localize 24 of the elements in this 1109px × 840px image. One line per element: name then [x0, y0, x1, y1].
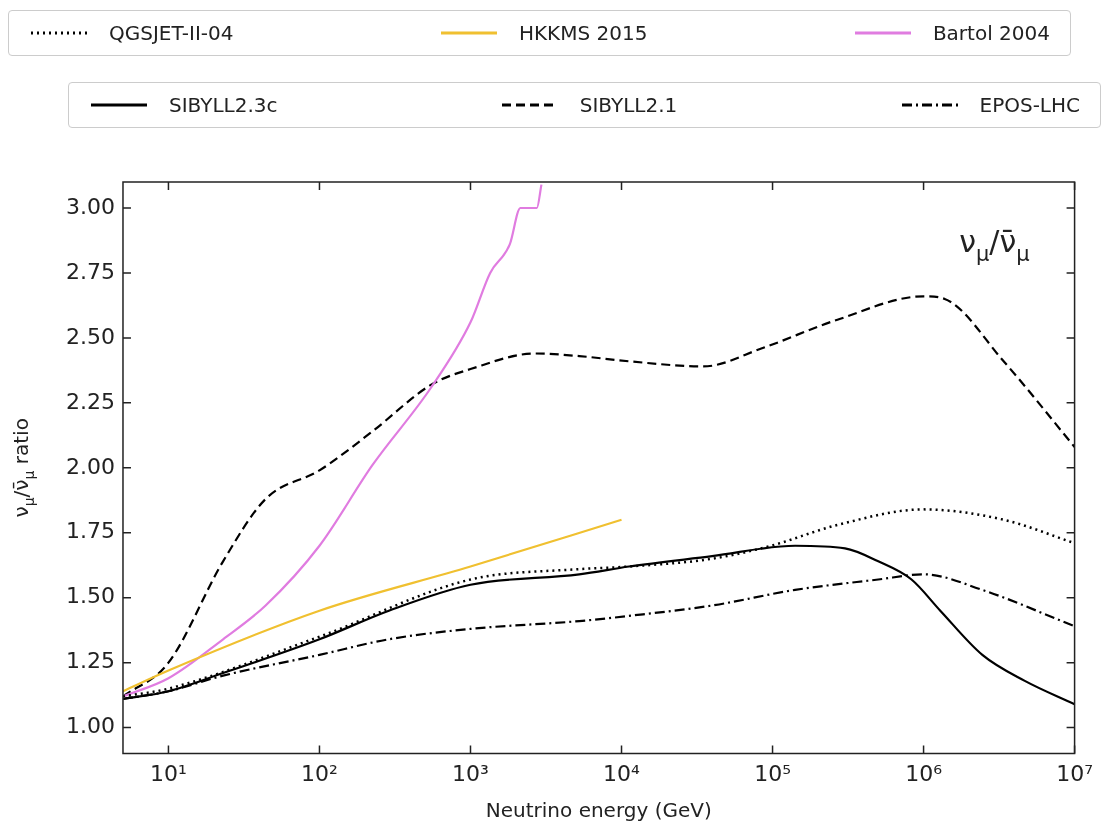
x-tick-label: 10⁷: [1056, 760, 1094, 786]
x-tick-label: 10¹: [150, 760, 187, 786]
y-tick-label: 2.00: [66, 453, 115, 479]
x-tick-label: 10⁴: [603, 760, 641, 786]
y-tick-label: 1.00: [66, 713, 115, 739]
legend-label: EPOS-LHC: [978, 93, 1080, 117]
legend-label: HKKMS 2015: [517, 21, 648, 45]
x-axis-title: Neutrino energy (GeV): [485, 798, 712, 823]
x-tick-label: 10⁶: [905, 760, 943, 786]
legend-label: QGSJET-II-04: [108, 21, 234, 45]
y-tick-label: 2.50: [66, 323, 115, 349]
y-tick-label: 2.75: [66, 258, 115, 284]
y-tick-label: 1.25: [66, 648, 115, 674]
y-tick-label: 3.00: [66, 193, 115, 219]
x-tick-label: 10²: [301, 760, 338, 786]
y-tick-label: 1.75: [66, 518, 115, 544]
y-axis-title: νμ/ν̄μ ratio: [8, 418, 37, 518]
legend-label: Bartol 2004: [931, 21, 1050, 45]
x-tick-label: 10³: [452, 760, 489, 786]
y-tick-label: 2.25: [66, 388, 115, 414]
legend-label: SIBYLL2.1: [578, 93, 678, 117]
legend-label: SIBYLL2.3c: [168, 93, 278, 117]
y-tick-label: 1.50: [66, 583, 115, 609]
x-tick-label: 10⁵: [754, 760, 791, 786]
